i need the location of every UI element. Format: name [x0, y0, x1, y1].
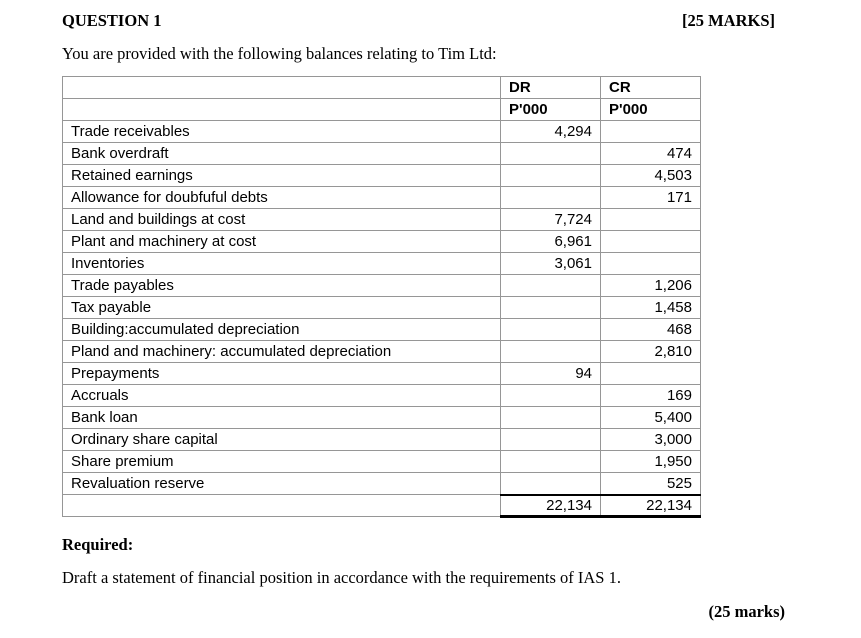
account-unit-header: [62, 98, 501, 122]
table-row: Land and buildings at cost 7,724: [62, 208, 701, 232]
unit-header-row: P'000 P'000: [62, 98, 701, 122]
table-row: Bank loan 5,400: [62, 406, 701, 430]
total-label-cell: [62, 494, 501, 518]
dr-value: [500, 406, 601, 430]
dr-value: [500, 164, 601, 188]
account-label: Allowance for doubfuful debts: [62, 186, 501, 210]
table-row: Accruals 169: [62, 384, 701, 408]
total-row: 22,134 22,134: [62, 493, 701, 519]
dr-column-header: DR: [500, 76, 601, 100]
cr-value: [600, 362, 701, 386]
account-label: Revaluation reserve: [62, 472, 501, 496]
account-label: Prepayments: [62, 362, 501, 386]
cr-value: [600, 252, 701, 276]
table-row: Trade receivables 4,294: [62, 120, 701, 144]
total-cr-value: 22,134: [600, 493, 701, 519]
cr-column-header: CR: [600, 76, 701, 100]
account-label: Trade payables: [62, 274, 501, 298]
total-dr-value: 22,134: [500, 493, 601, 519]
cr-value: 4,503: [600, 164, 701, 188]
account-label: Tax payable: [62, 296, 501, 320]
dr-value: [500, 340, 601, 364]
cr-value: 1,206: [600, 274, 701, 298]
dr-value: [500, 318, 601, 342]
question-title: QUESTION 1: [62, 11, 162, 30]
table-row: Bank overdraft 474: [62, 142, 701, 166]
cr-value: 2,810: [600, 340, 701, 364]
cr-value: [600, 120, 701, 144]
table-row: Plant and machinery at cost 6,961: [62, 230, 701, 254]
cr-value: 1,458: [600, 296, 701, 320]
cr-unit-header: P'000: [600, 98, 701, 122]
table-row: Share premium 1,950: [62, 450, 701, 474]
dr-value: [500, 186, 601, 210]
required-label: Required:: [62, 535, 134, 555]
intro-text: You are provided with the following bala…: [62, 44, 497, 64]
table-row: Pland and machinery: accumulated depreci…: [62, 340, 701, 364]
instruction-text: Draft a statement of financial position …: [62, 568, 621, 588]
dr-value: [500, 274, 601, 298]
dr-value: [500, 296, 601, 320]
dr-value: 6,961: [500, 230, 601, 254]
table-row: Trade payables 1,206: [62, 274, 701, 298]
cr-value: [600, 230, 701, 254]
balance-rows: Trade receivables 4,294 Bank overdraft 474 R…: [62, 120, 701, 496]
dr-value: 3,061: [500, 252, 601, 276]
table-row: Tax payable 1,458: [62, 296, 701, 320]
dr-unit-header: P'000: [500, 98, 601, 122]
dr-value: 7,724: [500, 208, 601, 232]
dr-value: [500, 142, 601, 166]
cr-value: 1,950: [600, 450, 701, 474]
account-label: Retained earnings: [62, 164, 501, 188]
account-label: Ordinary share capital: [62, 428, 501, 452]
marks-badge: [25 MARKS]: [681, 11, 775, 30]
cr-value: 5,400: [600, 406, 701, 430]
table-row: Retained earnings 4,503: [62, 164, 701, 188]
table-row: Prepayments 94: [62, 362, 701, 386]
dr-value: 94: [500, 362, 601, 386]
trial-balance-table: DR CR P'000 P'000 Trade receivables 4,294…: [62, 76, 701, 519]
cr-value: 474: [600, 142, 701, 166]
column-header-row: DR CR: [62, 76, 701, 100]
cr-value: 3,000: [600, 428, 701, 452]
table-row: Inventories 3,061: [62, 252, 701, 276]
account-label: Bank loan: [62, 406, 501, 430]
account-label: Building:accumulated depreciation: [62, 318, 501, 342]
table-row: Allowance for doubfuful debts 171: [62, 186, 701, 210]
account-label: Plant and machinery at cost: [62, 230, 501, 254]
question-header: QUESTION 1 [25 MARKS]: [62, 11, 775, 30]
dr-value: [500, 450, 601, 474]
cr-value: 171: [600, 186, 701, 210]
account-column-header: [62, 76, 501, 100]
table-row: Building:accumulated depreciation 468: [62, 318, 701, 342]
cr-value: 525: [600, 472, 701, 496]
account-label: Share premium: [62, 450, 501, 474]
cr-value: 468: [600, 318, 701, 342]
account-label: Trade receivables: [62, 120, 501, 144]
account-label: Inventories: [62, 252, 501, 276]
dr-value: [500, 472, 601, 496]
dr-value: [500, 428, 601, 452]
dr-value: [500, 384, 601, 408]
dr-value: 4,294: [500, 120, 601, 144]
marks-footer: (25 marks): [708, 601, 785, 621]
table-row: Revaluation reserve 525: [62, 472, 701, 496]
cr-value: 169: [600, 384, 701, 408]
account-label: Accruals: [62, 384, 501, 408]
cr-value: [600, 208, 701, 232]
table-row: Ordinary share capital 3,000: [62, 428, 701, 452]
account-label: Bank overdraft: [62, 142, 501, 166]
account-label: Land and buildings at cost: [62, 208, 501, 232]
account-label: Pland and machinery: accumulated depreci…: [62, 340, 501, 364]
